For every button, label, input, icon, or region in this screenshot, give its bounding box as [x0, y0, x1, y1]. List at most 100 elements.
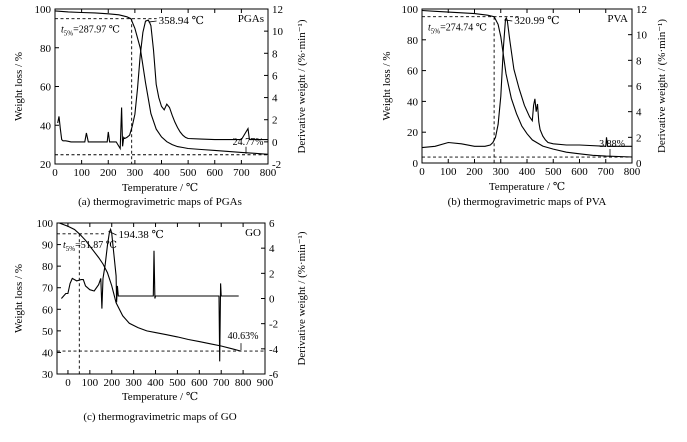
- y-right-tick-label: 2: [272, 115, 278, 127]
- y-right-tick-label: 6: [636, 81, 642, 93]
- y-left-tick-label: 20: [407, 127, 419, 139]
- y-left-tick-label: 80: [42, 261, 54, 273]
- x-tick-label: 500: [169, 377, 186, 389]
- x-tick-label: 400: [153, 167, 170, 179]
- y-right-tick-label: 10: [272, 26, 284, 38]
- x-tick-label: 600: [207, 167, 224, 179]
- y-left-tick-label: 100: [35, 4, 52, 16]
- y-left-tick-label: 60: [407, 66, 419, 78]
- y-right-tick-label: -2: [269, 319, 278, 331]
- y-right-tick-label: 8: [636, 55, 642, 67]
- x-tick-label: 100: [82, 377, 99, 389]
- x-tick-label: 600: [571, 166, 588, 178]
- x-axis-title: Temperature / ℃: [489, 181, 565, 193]
- x-tick-label: 700: [213, 377, 230, 389]
- y-right-tick-label: 4: [636, 107, 642, 119]
- tga-panel-pgas: 0 100 200 300 400 500 600 700 80020406080100-202…: [13, 4, 308, 208]
- weight-loss-curve: [59, 222, 242, 352]
- y-right-axis-title: Derivative weight / (%·min⁻¹): [296, 231, 308, 365]
- x-tick-label: 100: [440, 166, 457, 178]
- t5-annotation: t5%=274.74 ℃: [428, 23, 487, 36]
- y-left-tick-label: 70: [42, 283, 54, 295]
- y-left-axis-title: Weight loss / %: [13, 264, 25, 333]
- tga-panel-pva: 0 100 200 300 400 500 600 700 800020406080100024…: [381, 4, 668, 208]
- residue-annotation: 3.88%: [599, 139, 625, 150]
- y-right-tick-label: 4: [269, 243, 275, 255]
- residue-annotation: 24.77%: [233, 137, 264, 148]
- y-right-tick-label: 6: [272, 70, 278, 82]
- y-right-tick-label: 8: [272, 48, 278, 60]
- x-tick-label: 900: [257, 377, 274, 389]
- y-left-tick-label: 90: [42, 240, 54, 252]
- peak-annotation: 194.38 ℃: [119, 229, 164, 241]
- x-tick-label: 200: [100, 167, 117, 179]
- x-tick-label: 0: [65, 377, 71, 389]
- y-left-tick-label: 40: [42, 347, 54, 359]
- x-tick-label: 300: [493, 166, 510, 178]
- x-tick-label: 100: [73, 167, 90, 179]
- peak-leader-line: [108, 230, 117, 236]
- derivative-weight-curve: [57, 19, 268, 151]
- x-tick-label: 700: [233, 167, 250, 179]
- x-tick-label: 0: [52, 167, 58, 179]
- y-left-tick-label: 80: [407, 35, 419, 47]
- x-tick-label: 800: [260, 167, 277, 179]
- t5-annotation: t5%=51.87 ℃: [63, 240, 117, 253]
- peak-annotation: 320.99 ℃: [514, 15, 559, 27]
- y-right-tick-label: -6: [269, 369, 279, 381]
- x-axis-title: Temperature / ℃: [122, 391, 198, 403]
- x-tick-label: 400: [147, 377, 164, 389]
- y-right-tick-label: 6: [269, 218, 275, 230]
- sample-label: PGAs: [238, 13, 264, 25]
- y-left-tick-label: 40: [407, 96, 419, 108]
- weight-loss-curve: [54, 10, 269, 155]
- y-right-tick-label: 12: [636, 4, 647, 16]
- sample-label: GO: [245, 227, 261, 239]
- x-tick-label: 300: [125, 377, 142, 389]
- panel-caption: (c) thermogravimetric maps of GO: [83, 411, 236, 423]
- y-right-tick-label: 0: [269, 294, 275, 306]
- y-right-tick-label: 0: [636, 158, 642, 170]
- y-right-axis-title: Derivative weight / (%·min⁻¹): [656, 19, 668, 153]
- y-right-tick-label: -2: [272, 159, 281, 171]
- x-tick-label: 800: [624, 166, 641, 178]
- sample-label: PVA: [607, 13, 628, 25]
- x-tick-label: 0: [419, 166, 425, 178]
- peak-leader-line: [148, 20, 157, 23]
- y-left-tick-label: 100: [37, 218, 54, 230]
- x-axis-title: Temperature / ℃: [122, 182, 198, 194]
- x-tick-label: 500: [545, 166, 562, 178]
- y-left-axis-title: Weight loss / %: [381, 51, 393, 120]
- y-right-tick-label: 4: [272, 93, 278, 105]
- y-right-tick-label: 10: [636, 30, 648, 42]
- peak-annotation: 358.94 ℃: [159, 15, 204, 27]
- y-left-tick-label: 80: [40, 43, 52, 55]
- y-left-axis-title: Weight loss / %: [13, 52, 25, 121]
- derivative-weight-curve: [60, 227, 239, 362]
- x-tick-label: 200: [103, 377, 120, 389]
- y-right-tick-label: 2: [636, 132, 642, 144]
- t5-annotation: t5%=287.97 ℃: [61, 25, 120, 38]
- tga-panel-go: 0 100 200 300 400 500 600 700 800 900304050607080…: [13, 218, 308, 423]
- residue-annotation: 40.63%: [228, 331, 259, 342]
- y-left-tick-label: 60: [40, 82, 52, 94]
- y-left-tick-label: 50: [42, 326, 54, 338]
- y-right-tick-label: 2: [269, 268, 275, 280]
- y-right-tick-label: -4: [269, 344, 279, 356]
- x-tick-label: 600: [191, 377, 208, 389]
- y-left-tick-label: 100: [402, 4, 419, 16]
- x-tick-label: 500: [180, 167, 197, 179]
- x-tick-label: 400: [519, 166, 536, 178]
- peak-leader-line: [504, 19, 513, 22]
- y-right-axis-title: Derivative weight / (%·min⁻¹): [296, 19, 308, 153]
- weight-loss-curve: [421, 9, 633, 158]
- x-tick-label: 200: [466, 166, 483, 178]
- x-tick-label: 700: [598, 166, 615, 178]
- y-left-tick-label: 20: [40, 159, 52, 171]
- y-left-tick-label: 0: [413, 158, 419, 170]
- y-left-tick-label: 60: [42, 304, 54, 316]
- y-right-tick-label: 0: [272, 137, 278, 149]
- panel-caption: (a) thermogravimetric maps of PGAs: [78, 196, 242, 208]
- x-tick-label: 800: [235, 377, 252, 389]
